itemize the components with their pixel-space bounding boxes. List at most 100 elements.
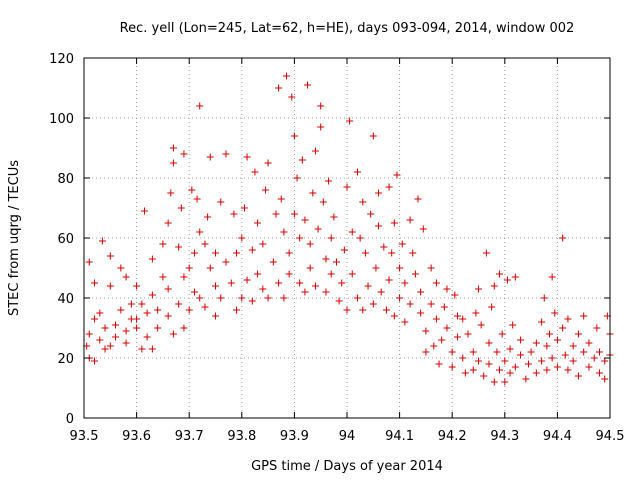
data-point (169, 144, 177, 152)
data-point (180, 273, 188, 281)
data-point (148, 345, 156, 353)
data-point (85, 330, 93, 338)
data-point (204, 213, 212, 221)
data-point (285, 249, 293, 257)
data-point (275, 84, 283, 92)
data-point (91, 357, 99, 365)
data-point (459, 354, 467, 362)
data-point (91, 315, 99, 323)
data-point (422, 327, 430, 335)
data-point (148, 255, 156, 263)
data-point (140, 207, 148, 215)
data-point (438, 336, 446, 344)
data-point (254, 219, 262, 227)
data-point (122, 339, 130, 347)
data-point (553, 363, 561, 371)
data-point (122, 327, 130, 335)
data-point (327, 234, 335, 242)
data-point (133, 282, 141, 290)
data-point (248, 246, 256, 254)
data-point (422, 348, 430, 356)
data-point (538, 357, 546, 365)
data-point (196, 102, 204, 110)
data-point (164, 285, 172, 293)
data-point (440, 303, 448, 311)
data-point (540, 294, 548, 302)
data-point (390, 312, 398, 320)
data-point (417, 288, 425, 296)
data-point (283, 72, 291, 80)
data-points (83, 72, 614, 386)
data-point (201, 240, 209, 248)
data-point (482, 249, 490, 257)
data-point (306, 240, 314, 248)
data-point (193, 195, 201, 203)
data-point (595, 369, 603, 377)
data-point (222, 258, 230, 266)
data-point (275, 279, 283, 287)
x-tick-label: 94.1 (385, 429, 414, 444)
data-point (543, 366, 551, 374)
data-point (356, 234, 364, 242)
data-point (396, 294, 404, 302)
data-point (314, 225, 322, 233)
data-point (382, 306, 390, 314)
data-point (585, 363, 593, 371)
data-point (369, 132, 377, 140)
data-point (453, 312, 461, 320)
data-point (574, 372, 582, 380)
data-point (254, 270, 262, 278)
data-point (427, 264, 435, 272)
data-point (272, 210, 280, 218)
data-point (106, 282, 114, 290)
data-point (164, 312, 172, 320)
data-point (501, 378, 509, 386)
data-point (180, 324, 188, 332)
data-point (96, 309, 104, 317)
data-point (264, 159, 272, 167)
data-point (196, 228, 204, 236)
data-point (593, 324, 601, 332)
data-point (154, 306, 162, 314)
data-point (217, 198, 225, 206)
data-point (453, 333, 461, 341)
data-point (106, 342, 114, 350)
data-point (419, 225, 427, 233)
data-point (212, 312, 219, 320)
data-point (298, 156, 306, 164)
data-point (461, 369, 469, 377)
data-point (343, 183, 351, 191)
data-point (317, 123, 325, 131)
data-point (375, 189, 383, 197)
data-point (238, 234, 246, 242)
y-axis-label: STEC from uqrg / TECUs (7, 160, 22, 316)
data-point (169, 330, 177, 338)
data-point (469, 366, 477, 374)
data-point (175, 300, 183, 308)
data-point (306, 264, 314, 272)
data-point (304, 81, 312, 89)
data-point (348, 228, 356, 236)
data-point (248, 297, 256, 305)
data-point (364, 282, 372, 290)
data-point (548, 273, 556, 281)
data-point (348, 270, 356, 278)
x-axis-ticks: 93.5 93.6 93.7 93.8 93.9 94 94.1 94.2 94.3 94.4 94… (70, 58, 624, 444)
data-point (580, 348, 588, 356)
data-point (496, 270, 504, 278)
data-point (448, 363, 456, 371)
data-point (569, 342, 577, 350)
data-point (227, 279, 235, 287)
data-point (448, 348, 456, 356)
data-point (327, 270, 335, 278)
y-tick-label: 120 (49, 52, 74, 67)
data-point (477, 321, 485, 329)
data-point (564, 315, 572, 323)
data-point (432, 315, 440, 323)
data-point (230, 210, 238, 218)
data-point (217, 294, 225, 302)
data-point (406, 300, 414, 308)
data-point (488, 303, 496, 311)
data-point (301, 288, 309, 296)
